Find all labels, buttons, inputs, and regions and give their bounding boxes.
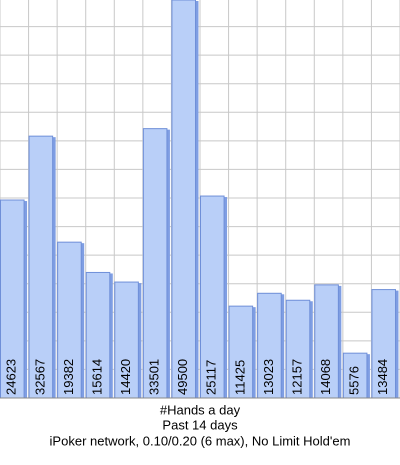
bar-shadow xyxy=(338,285,342,398)
value-label: 5576 xyxy=(347,366,362,395)
bar xyxy=(28,135,54,399)
value-label: 32567 xyxy=(32,359,47,395)
chart-subtitle: Past 14 days xyxy=(162,417,238,432)
value-label: 14068 xyxy=(318,359,333,395)
value-label: 24623 xyxy=(4,359,19,395)
value-label: 12157 xyxy=(289,359,304,395)
chart-title: #Hands a day xyxy=(160,402,241,417)
bar-shadow xyxy=(281,294,285,398)
value-label: 11425 xyxy=(232,360,247,395)
bar-shadow xyxy=(109,273,113,398)
bar-shadow xyxy=(138,283,142,398)
value-label: 19382 xyxy=(61,359,76,395)
bar xyxy=(142,128,168,399)
bar-shadow xyxy=(309,301,313,398)
value-label: 13023 xyxy=(261,359,276,395)
bar xyxy=(171,0,197,399)
bar-shadow xyxy=(252,307,256,398)
bar-shadow xyxy=(52,137,56,398)
bar-shadow xyxy=(81,243,85,398)
value-label: 15614 xyxy=(89,359,104,395)
bar-shadow xyxy=(166,129,170,398)
value-label: 25117 xyxy=(204,360,219,395)
value-label: 14420 xyxy=(118,359,133,395)
value-label: 13484 xyxy=(375,359,390,395)
chart-caption: iPoker network, 0.10/0.20 (6 max), No Li… xyxy=(50,433,351,448)
bar-shadow xyxy=(224,197,228,398)
bar-shadow xyxy=(195,1,199,398)
bar-shadow xyxy=(24,201,28,398)
bar-shadow xyxy=(366,354,370,398)
bar-shadow xyxy=(395,290,399,398)
value-label: 33501 xyxy=(147,359,162,395)
value-label: 49500 xyxy=(175,359,190,395)
